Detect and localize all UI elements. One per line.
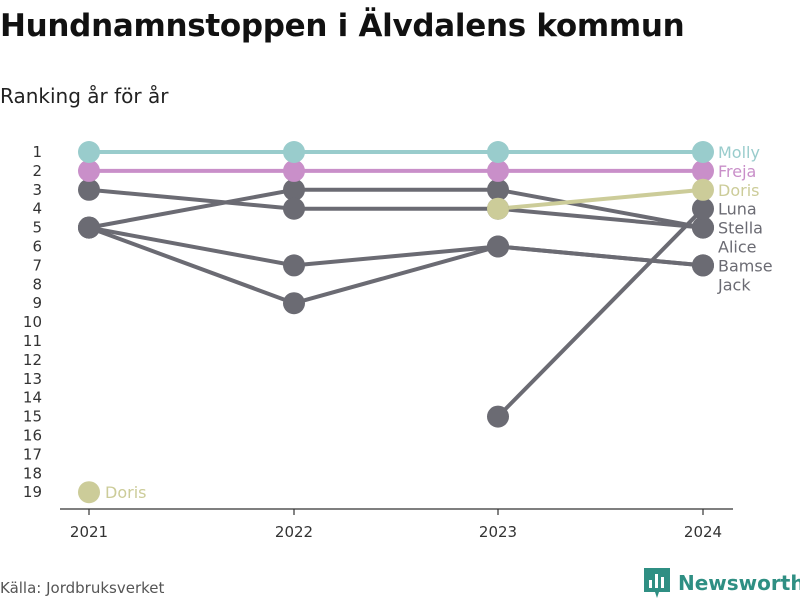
y-tick-label: 6 (32, 238, 42, 256)
brand-logo: Newsworthy (644, 568, 800, 598)
series-point (487, 159, 509, 182)
series-point (283, 197, 305, 220)
end-label: Alice (718, 238, 756, 257)
series-point (78, 159, 100, 182)
y-tick-label: 15 (23, 408, 42, 426)
brand-name: Newsworthy (678, 571, 800, 595)
series-point (692, 178, 714, 201)
series-point (692, 159, 714, 182)
y-tick-label: 14 (23, 389, 42, 407)
series-line (87, 187, 705, 230)
series-point (487, 235, 509, 258)
y-tick-label: 17 (23, 445, 42, 463)
end-label: Stella (718, 219, 763, 238)
y-tick-label: 7 (32, 256, 42, 274)
series-line (496, 187, 705, 211)
source-note: Källa: Jordbruksverket (0, 579, 165, 597)
start-label: Doris (105, 483, 146, 502)
y-tick-label: 12 (23, 351, 42, 369)
end-label: Bamse (718, 256, 773, 275)
x-tick-label: 2022 (275, 523, 313, 541)
x-tick-label: 2024 (684, 523, 722, 541)
series-line (496, 206, 705, 419)
series-point (487, 141, 509, 163)
series-point (78, 481, 100, 504)
series-point (283, 178, 305, 201)
x-tick-label: 2023 (479, 523, 517, 541)
series-point (487, 178, 509, 201)
y-tick-label: 13 (23, 370, 42, 388)
y-tick-label: 4 (32, 200, 42, 218)
series-point (283, 292, 305, 315)
x-tick-label: 2021 (70, 523, 108, 541)
series-point (78, 178, 100, 201)
series-point (692, 141, 714, 163)
end-label: Doris (718, 181, 759, 200)
y-tick-label: 3 (32, 181, 42, 199)
series-point (692, 254, 714, 277)
y-tick-label: 2 (32, 162, 42, 180)
end-label: Molly (718, 143, 760, 162)
series-point (283, 254, 305, 277)
y-tick-label: 1 (32, 143, 42, 161)
series-point (487, 405, 509, 428)
series-point (283, 141, 305, 163)
series-point (78, 216, 100, 239)
y-tick-label: 11 (23, 332, 42, 350)
series-line (87, 225, 705, 306)
y-tick-label: 18 (23, 464, 42, 482)
y-tick-label: 10 (23, 313, 42, 331)
y-tick-label: 5 (32, 219, 42, 237)
y-tick-label: 9 (32, 294, 42, 312)
series-point (283, 159, 305, 182)
y-tick-label: 8 (32, 275, 42, 293)
end-label: Luna (718, 200, 757, 219)
y-tick-label: 19 (23, 483, 42, 501)
end-label: Jack (717, 275, 751, 294)
chart-subtitle: Ranking år för år (0, 84, 169, 108)
bar-chart-icon (644, 568, 670, 598)
chart-title: Hundnamnstoppen i Älvdalens kommun (0, 8, 685, 44)
series-point (78, 141, 100, 163)
end-label: Freja (718, 162, 756, 181)
series-line (87, 187, 705, 230)
series-point (487, 197, 509, 220)
series-point (692, 216, 714, 239)
series-point (692, 197, 714, 220)
y-tick-label: 16 (23, 427, 42, 445)
